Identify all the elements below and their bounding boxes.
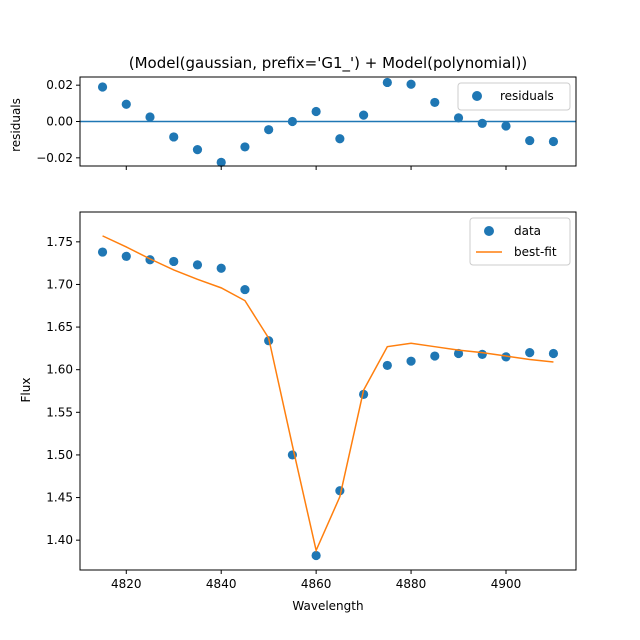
y-tick-label: 1.50 [46,448,73,462]
x-tick-label: 4840 [206,577,237,591]
residuals-legend: residuals [457,82,571,111]
residuals-point [359,110,369,120]
flux-panel: Flux Wavelength 4820 4840 4860 4880 4900 1.40… [19,211,577,613]
data-point [311,550,321,561]
data-point [121,251,131,261]
residuals-point [145,112,155,122]
data-point [501,352,511,362]
y-tick-label: 1.40 [46,533,73,547]
residuals-point [477,118,487,128]
y-tick-label: 1.45 [46,491,73,505]
residuals-point [453,113,464,123]
data-point [97,247,108,257]
residuals-point [382,77,392,88]
residuals-plot-area: −0.02 0.00 0.02 [36,76,577,170]
residuals-point [430,97,440,108]
y-tick-label: 1.70 [46,277,73,291]
y-tick-label: 1.60 [46,363,73,377]
legend-frame [469,217,571,266]
data-point [453,348,464,359]
residuals-point [335,134,345,144]
chart-title: (Model(gaussian, prefix='G1_') + Model(p… [129,54,528,73]
x-tick-label: 4900 [491,577,522,591]
y-tick-label: 1.55 [46,405,73,419]
x-tick-label: 4820 [111,577,142,591]
data-point [216,263,226,273]
residuals-point [240,142,250,152]
residuals-point [169,132,179,142]
flux-y-axis-label: Flux [19,378,33,403]
legend-label-data: data [514,224,541,238]
residuals-point [216,157,226,167]
legend-marker-residuals [472,91,482,101]
data-point [430,351,440,361]
residuals-point [192,145,203,155]
residuals-point [548,136,559,147]
flux-legend: data best-fit [469,217,571,266]
legend-label-best-fit: best-fit [514,245,557,259]
residuals-panel: (Model(gaussian, prefix='G1_') + Model(p… [9,54,577,170]
legend-frame [457,82,571,111]
series-line-best-fit [102,235,554,553]
residuals-point [311,106,321,117]
data-point [359,389,369,400]
legend-label-residuals: residuals [500,89,554,103]
y-tick-label: 0.02 [46,78,73,92]
legend-marker-data [484,226,494,236]
y-tick-label: 0.00 [46,115,73,129]
residuals-point [287,116,297,127]
flux-plot-area: 4820 4840 4860 4880 4900 1.40 1.45 1.50 1.55 1.60… [46,211,577,591]
residuals-point [406,79,416,89]
axes-frame [79,211,577,571]
data-point [240,284,250,295]
residuals-point [501,121,511,131]
data-point [406,356,416,366]
wavelength-x-axis-label: Wavelength [292,599,363,613]
data-point [192,260,203,270]
data-point [169,256,179,267]
residuals-point [264,125,274,135]
y-tick-label: −0.02 [36,151,73,165]
data-point [382,360,392,371]
data-point [477,349,487,359]
y-tick-label: 1.65 [46,320,73,334]
residuals-y-axis-label: residuals [9,98,23,152]
residuals-point [97,82,108,92]
x-tick-label: 4880 [396,577,427,591]
x-tick-label: 4860 [301,577,332,591]
residuals-point [121,99,131,109]
data-point [548,348,559,359]
residuals-point [525,135,535,146]
y-tick-label: 1.75 [46,235,73,249]
data-point [525,348,535,358]
